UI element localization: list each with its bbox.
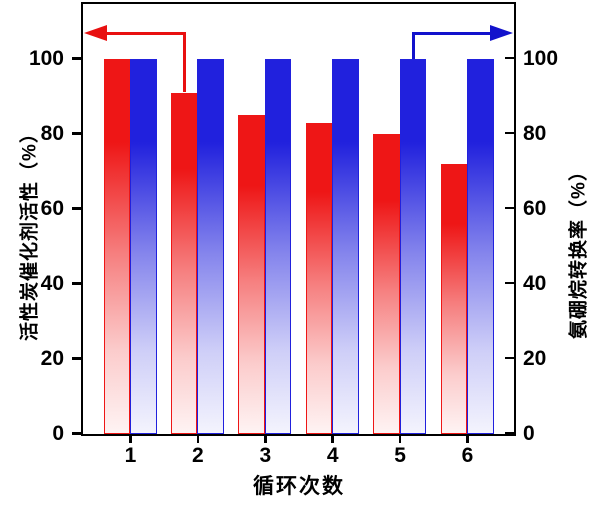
x-tick-label: 2	[192, 444, 204, 467]
y-tick-right	[505, 56, 514, 60]
y-tick-label-left: 60	[40, 196, 64, 220]
y-tick-label-left: 0	[52, 421, 64, 445]
bar-right-2	[197, 59, 224, 434]
y-tick-right	[505, 131, 514, 135]
y-tick-label-left: 80	[40, 121, 64, 145]
y-tick-label-left: 100	[28, 46, 64, 70]
x-tick	[331, 435, 334, 443]
y-tick-right	[505, 431, 514, 435]
bar-left-5	[373, 134, 400, 434]
bar-left-2	[170, 92, 198, 434]
y-tick-left	[72, 357, 82, 360]
x-tick	[196, 435, 200, 443]
x-tick-label: 6	[461, 444, 474, 467]
right-y-axis-title: 氨硼烷转换率（%）	[568, 161, 590, 339]
y-tick-label-right: 80	[523, 121, 547, 145]
bar-right-4	[332, 59, 359, 434]
x-tick-label: 3	[259, 444, 272, 467]
red-arrow-head-icon	[84, 25, 107, 41]
bar-left-1	[103, 59, 130, 434]
y-tick-right	[505, 206, 514, 210]
plot-area	[81, 2, 516, 436]
x-tick	[129, 435, 132, 443]
bar-right-1	[130, 59, 157, 434]
y-tick-label-right: 100	[523, 46, 559, 70]
bar-right-5	[399, 59, 427, 434]
blue-arrow-horizontal	[411, 31, 492, 35]
y-tick-label-right: 0	[523, 421, 535, 445]
x-tick	[398, 435, 402, 443]
left-y-axis-title: 活性炭催化剂活性（%）	[19, 123, 41, 341]
y-tick-label-left: 40	[40, 271, 64, 295]
y-tick-label-right: 40	[523, 271, 547, 295]
y-tick-right	[505, 356, 514, 360]
x-tick	[466, 435, 469, 443]
blue-arrow-vertical	[411, 31, 415, 59]
bar-left-6	[440, 164, 467, 434]
blue-arrow-head-icon	[490, 25, 513, 41]
x-tick	[264, 435, 267, 443]
red-arrow-vertical	[183, 31, 187, 93]
bar-right-3	[264, 59, 292, 434]
red-arrow-horizontal	[102, 31, 187, 35]
y-tick-label-right: 20	[523, 346, 547, 370]
x-tick-label: 4	[326, 444, 339, 467]
x-tick-label: 1	[124, 444, 137, 467]
bar-left-4	[305, 122, 333, 434]
y-tick-left	[72, 207, 82, 210]
x-tick-label: 5	[394, 444, 406, 467]
y-tick-left	[72, 432, 82, 435]
y-tick-label-left: 20	[40, 346, 64, 370]
bar-right-6	[467, 59, 494, 434]
y-tick-left	[72, 132, 82, 135]
y-tick-right	[505, 281, 514, 285]
y-tick-left	[72, 57, 82, 60]
y-tick-left	[72, 282, 82, 285]
y-tick-label-right: 60	[523, 196, 547, 220]
bar-left-3	[238, 115, 265, 434]
x-axis-title: 循环次数	[253, 475, 345, 498]
